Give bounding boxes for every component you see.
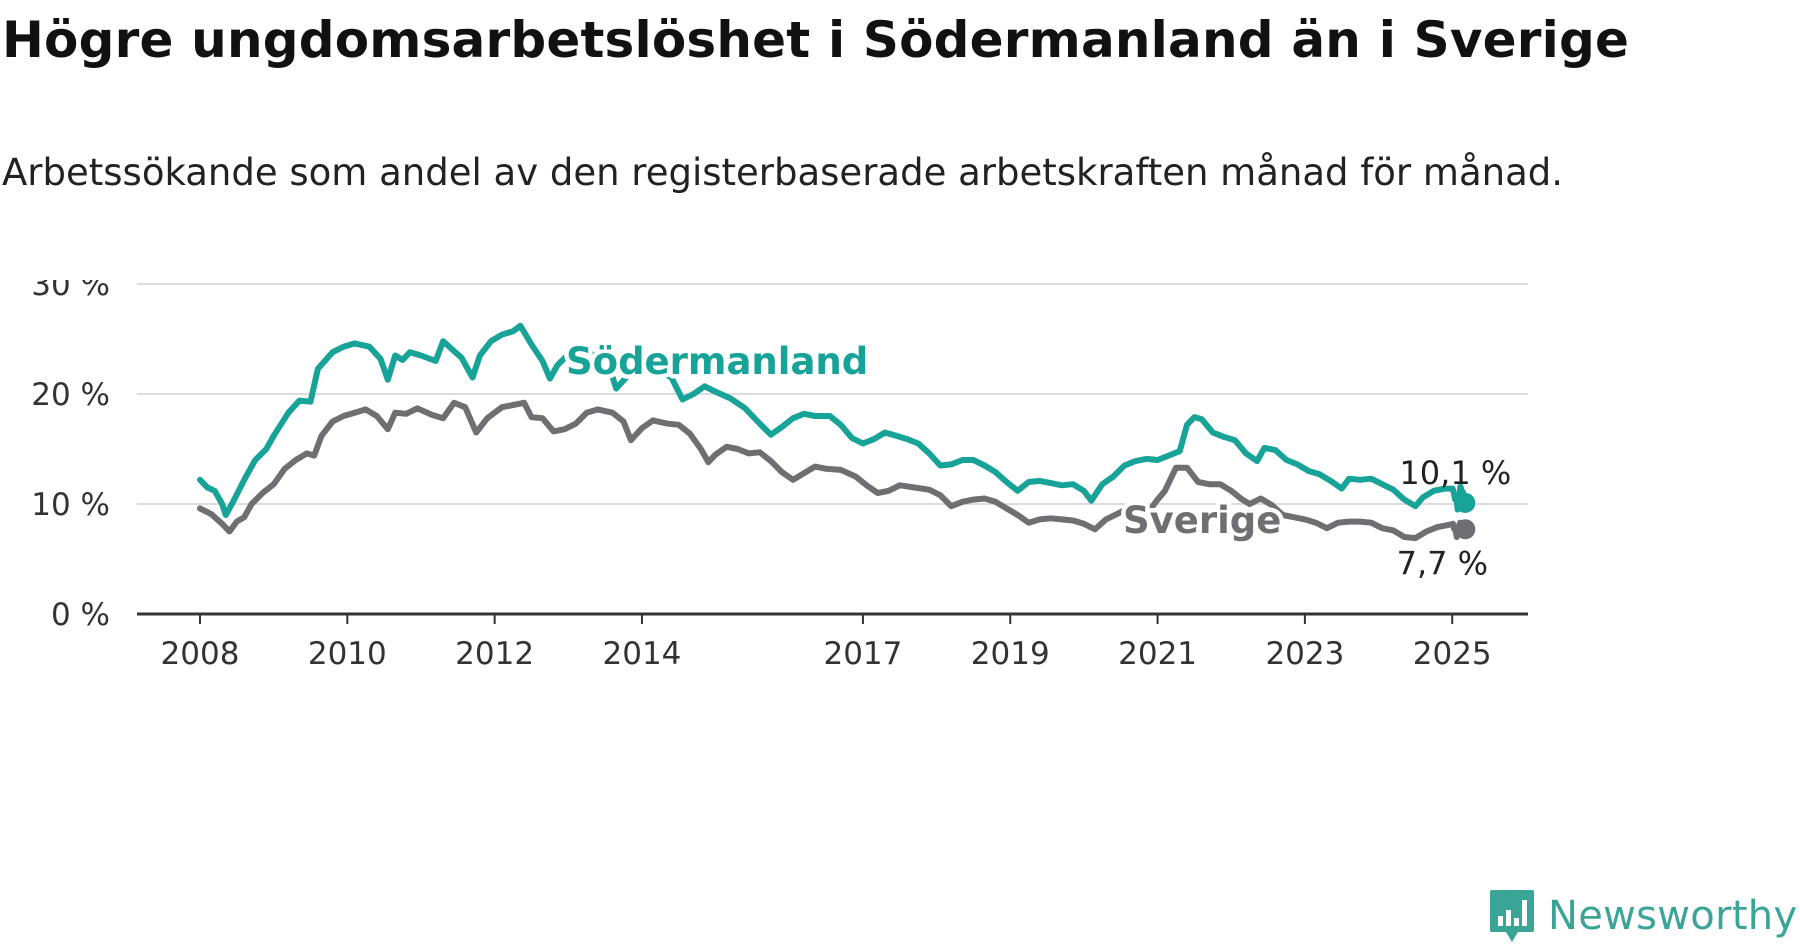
y-gridlines	[137, 283, 1528, 505]
x-tick-label-2010: 2010	[308, 636, 387, 672]
x-tick-label-2025: 2025	[1413, 636, 1492, 672]
x-tick-label-2021: 2021	[1118, 636, 1197, 672]
x-tick-label-2019: 2019	[971, 636, 1050, 672]
end-point-sverige	[1455, 519, 1476, 540]
y-tick-label-20: 20 %	[31, 377, 110, 413]
chart-subtitle: Arbetssökande som andel av den registerb…	[2, 151, 1563, 194]
series-line-s-dermanland	[197, 322, 1469, 518]
series-labels: SödermanlandSödermanlandSverigeSverige10…	[562, 336, 1512, 583]
x-tick-label-2017: 2017	[823, 636, 902, 672]
x-tick-label-2012: 2012	[455, 636, 534, 672]
y-tick-label-30: 30 %	[31, 280, 110, 303]
x-tick-label-2008: 2008	[161, 636, 240, 672]
series-line-sverige	[197, 399, 1469, 542]
end-point-s-dermanland	[1455, 492, 1476, 513]
bar-chart-icon	[1490, 890, 1534, 942]
chart-title: Högre ungdomsarbetslöshet i Södermanland…	[2, 11, 1630, 69]
y-tick-label-0: 0 %	[51, 597, 110, 633]
series-label-sodermanland-halo: Södermanland	[566, 340, 868, 383]
y-axis-labels: 0 % 10 % 20 % 30 %	[31, 280, 110, 633]
x-axis: 2008 2010 2012 2014 2017 2019 2021 2023 2025	[137, 612, 1528, 672]
series-label-sverige-halo: Sverige	[1123, 499, 1281, 542]
x-tick-label-2023: 2023	[1265, 636, 1344, 672]
series-lines	[197, 322, 1476, 542]
newsworthy-logo: Newsworthy	[1488, 888, 1797, 944]
logo-text: Newsworthy	[1548, 893, 1798, 939]
x-tick-label-2014: 2014	[603, 636, 682, 672]
end-label-sverige: 7,7 %	[1397, 544, 1488, 582]
end-label-sodermanland: 10,1 %	[1399, 454, 1511, 492]
series-label-sodermanland: Södermanland	[566, 340, 868, 383]
y-tick-label-10: 10 %	[31, 487, 110, 523]
series-label-sverige: Sverige	[1123, 499, 1281, 542]
line-chart: 0 % 10 % 20 % 30 % 2008 2010 2012 2014 2017 2019…	[31, 280, 1528, 672]
